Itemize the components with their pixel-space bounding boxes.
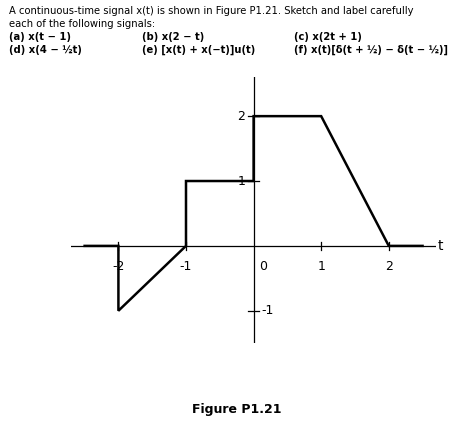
Text: -2: -2 [112, 260, 125, 273]
Text: each of the following signals:: each of the following signals: [9, 19, 155, 29]
Text: A continuous-time signal x(t) is shown in Figure P1.21. Sketch and label careful: A continuous-time signal x(t) is shown i… [9, 6, 414, 16]
Text: (a) x(t − 1): (a) x(t − 1) [9, 32, 72, 42]
Text: 0: 0 [259, 260, 267, 273]
Text: 1: 1 [317, 260, 325, 273]
Text: (f) x(t)[δ(t + ½) − δ(t − ½)]: (f) x(t)[δ(t + ½) − δ(t − ½)] [294, 45, 448, 55]
Text: 1: 1 [237, 175, 246, 187]
Text: (c) x(2t + 1): (c) x(2t + 1) [294, 32, 362, 42]
Text: Figure P1.21: Figure P1.21 [192, 403, 282, 416]
Text: (d) x(4 − ½t): (d) x(4 − ½t) [9, 45, 82, 55]
Text: (b) x(2 − t): (b) x(2 − t) [142, 32, 204, 42]
Text: -1: -1 [180, 260, 192, 273]
Text: 2: 2 [237, 110, 246, 123]
Text: -1: -1 [262, 304, 274, 317]
Text: (e) [x(t) + x(−t)]u(t): (e) [x(t) + x(−t)]u(t) [142, 45, 255, 55]
Text: t: t [438, 239, 444, 253]
Text: 2: 2 [385, 260, 392, 273]
